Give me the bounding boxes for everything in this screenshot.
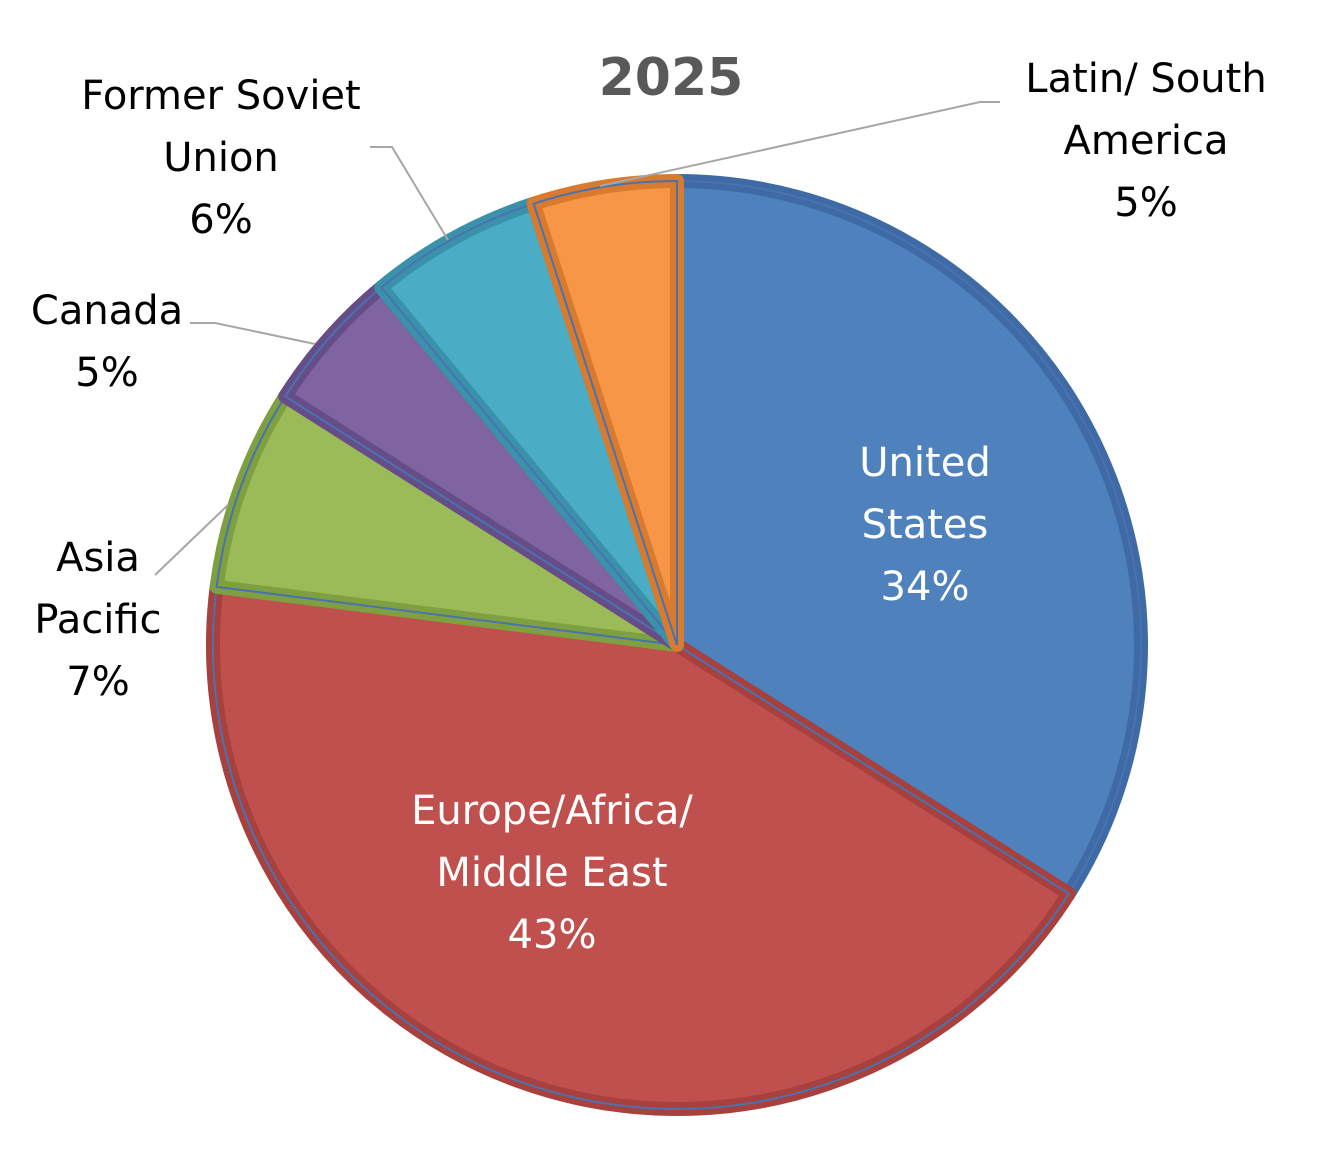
- slice-percent-label: 43%: [508, 912, 597, 958]
- pie-slice-outline: [676, 179, 1142, 896]
- labels-layer: United States 34% Europe/Africa/Middle East…: [31, 56, 1267, 958]
- slice-category-label: Former Soviet: [81, 73, 360, 119]
- slice-category-label: Asia: [56, 535, 140, 581]
- slice-percent-label: 34%: [881, 564, 970, 610]
- slice-percent-label: 5%: [1114, 180, 1177, 226]
- leader-line: [370, 146, 449, 241]
- slice-category-label: America: [1064, 118, 1229, 164]
- leader-line: [190, 322, 316, 345]
- slices-layer: [206, 174, 1148, 1117]
- chart-title: 2025: [599, 48, 744, 108]
- slice-category-label: Union: [163, 135, 279, 181]
- leader-line: [154, 504, 229, 576]
- pie-slice-outline: [215, 394, 678, 646]
- slice-category-label: States: [862, 502, 989, 548]
- leader-line: [599, 101, 1000, 187]
- pie-slice-outline: [532, 179, 678, 646]
- slice-category-label: Latin/ South: [1025, 56, 1266, 102]
- slice-category-label: Pacific: [34, 597, 161, 643]
- slice-category-label: United: [859, 440, 990, 486]
- pie-slice-outline: [212, 585, 1071, 1111]
- slice-percent-label: 6%: [189, 197, 252, 243]
- slice-category-label: Middle East: [436, 850, 667, 896]
- slice-percent-label: 5%: [75, 350, 138, 396]
- slice-category-label: Europe/Africa/: [411, 788, 693, 834]
- slice-category-label: Canada: [31, 288, 183, 334]
- slice-percent-label: 7%: [66, 659, 129, 705]
- leader-lines-layer: [154, 101, 1000, 576]
